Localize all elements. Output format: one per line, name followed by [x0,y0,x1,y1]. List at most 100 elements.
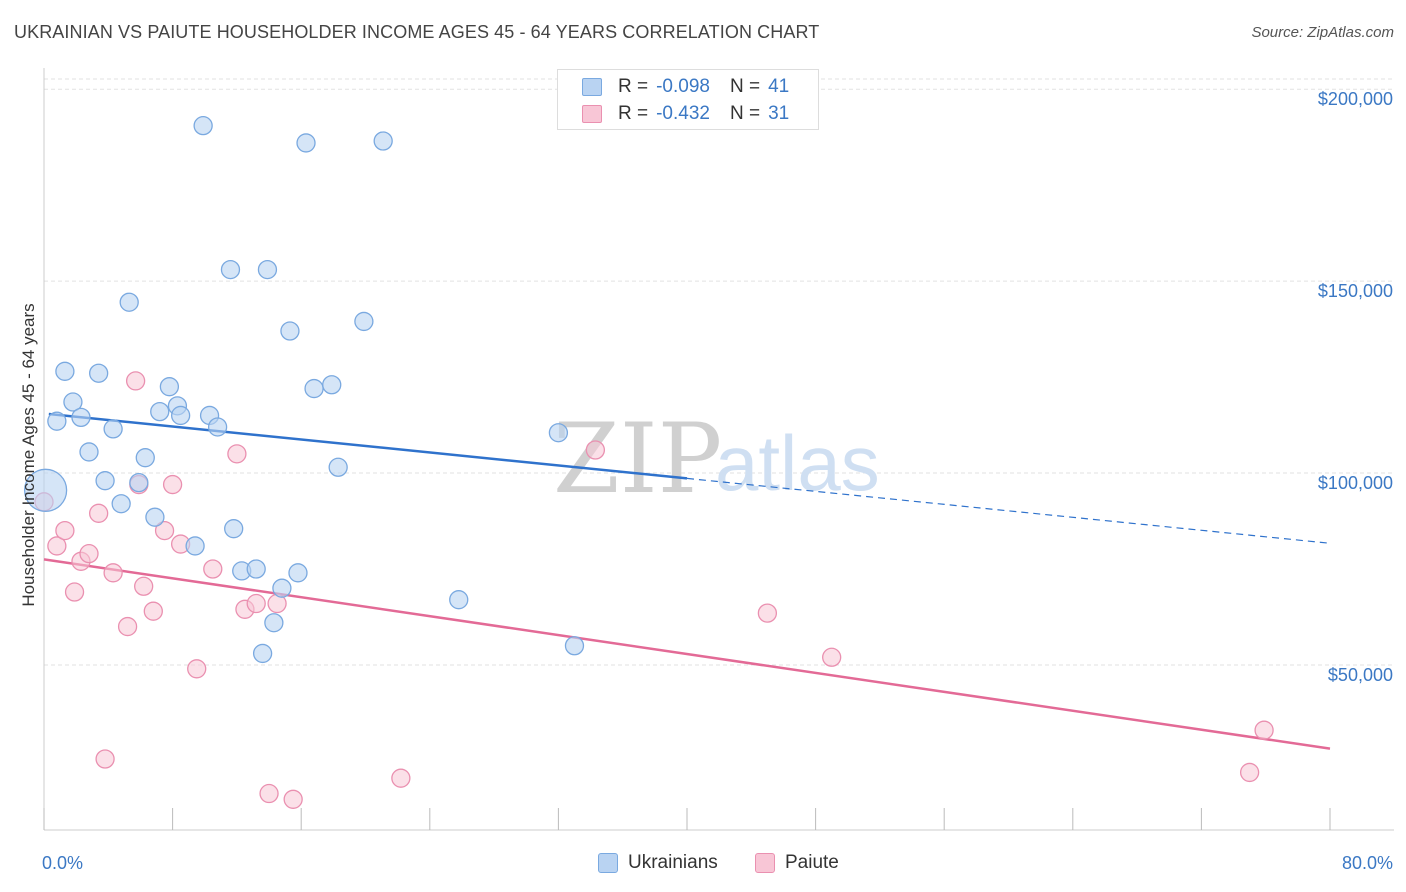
labels-layer: $50,000 $100,000 $150,000 $200,000 0.0% 80.0%… [19,89,1393,873]
points-layer [23,116,1274,809]
paiute-point [64,582,85,602]
ukrainians-point [159,377,180,397]
ukrainians-point [23,468,68,512]
paiute-point [187,659,207,679]
legend-label-paiute: Paiute [785,852,839,873]
legend-n-label: N = [729,103,761,124]
paiute-point [1239,762,1260,783]
ukrainians-point [252,643,273,664]
paiute-point [246,593,266,614]
ukrainians-point [150,401,170,422]
ukrainians-trend-line [48,412,688,480]
paiute-point [95,749,115,769]
watermark: ZIP atlas [553,403,880,515]
paiute-point [822,647,842,667]
ukrainians-point [145,507,165,527]
ukrainians-point [47,411,67,431]
ukrainians-point [71,407,91,428]
ukrainians-point [135,448,155,468]
ukrainians-point [264,613,284,633]
ukrainians-point [304,378,324,399]
paiute-point [143,601,163,621]
legend-n-value: 31 [768,103,790,124]
ukrainians-point [170,405,191,426]
ukrainians-point [185,536,205,556]
paiute-point [117,616,138,637]
y-tick-label: $150,000 [1318,281,1393,301]
chart-source: Source: ZipAtlas.com [1251,24,1394,41]
ukrainians-point [373,131,393,151]
ukrainians-point [95,471,115,491]
paiute-legend-swatch [755,853,775,873]
ukrainians-point [564,636,585,656]
trend-layer [43,412,1331,750]
ukrainians-point [63,392,83,412]
watermark-zip: ZIP [553,403,722,515]
ukrainians-point [280,321,300,341]
paiute-point [757,603,778,623]
paiute-point [55,520,75,541]
legend-item-paiute[interactable]: Paiute [755,852,839,874]
x-tick-label: 0.0% [42,853,83,873]
legend-n-value: 41 [768,76,790,97]
ukrainians-point [119,292,139,312]
ukrainians-point [111,494,131,514]
ukrainians-point [354,311,374,332]
legend-r-label: R = [618,103,649,124]
paiute-point [47,536,67,556]
paiute-point [125,371,146,391]
paiute-point [79,543,99,564]
legend-row-ukrainians: R = -0.098 N = 41 [582,76,789,98]
ukrainians-point [449,590,469,610]
series-legend: Ukrainians Paiute [0,852,1406,876]
paiute-swatch [582,105,602,123]
ukrainians-point [288,563,308,583]
y-tick-label: $200,000 [1318,89,1393,109]
ukrainians-point [193,116,213,136]
ukrainians-point [257,259,278,280]
legend-n-label: N = [729,76,761,97]
paiute-point [585,440,606,460]
ukrainians-point [328,457,348,477]
paiute-point [1254,720,1274,740]
x-tick-label: 80.0% [1342,853,1393,873]
paiute-point [227,444,247,464]
stats-legend: R = -0.098 N = 41 R = -0.432 N = 31 [557,69,819,130]
ukrainians-point [207,417,228,437]
chart-title: UKRAINIAN VS PAIUTE HOUSEHOLDER INCOME A… [14,22,820,42]
y-tick-label: $50,000 [1328,665,1393,685]
ukrainians-point [55,361,75,381]
ukrainians-point [89,363,109,383]
paiute-point [283,789,303,809]
paiute-point [391,768,411,788]
ukrainians-point [272,578,292,598]
paiute-point [162,474,183,495]
axes-layer [43,68,1394,831]
ukrainians-point [224,519,244,539]
paiute-point [154,520,175,541]
ukrainians-trend-dashed [686,477,1331,544]
ukrainians-point [103,419,123,439]
paiute-point [259,783,279,804]
ukrainians-legend-swatch [598,853,618,873]
legend-item-ukrainians[interactable]: Ukrainians [598,852,718,874]
legend-r-value: -0.432 [656,103,710,124]
legend-row-paiute: R = -0.432 N = 31 [582,103,789,125]
paiute-trend-line [43,558,1331,750]
ukrainians-point [246,559,266,579]
ukrainians-point [548,423,569,443]
ukrainians-point [322,375,342,395]
ukrainians-point [220,259,241,280]
paiute-point [89,503,109,523]
legend-r-value: -0.098 [656,76,710,97]
watermark-atlas: atlas [715,419,880,507]
paiute-point [203,559,223,579]
ukrainians-point [79,442,99,462]
paiute-point [103,563,123,583]
legend-r-label: R = [618,76,649,97]
legend-label-ukrainians: Ukrainians [628,852,718,873]
ukrainians-point [129,472,149,493]
ukrainians-point [296,133,316,153]
y-tick-label: $100,000 [1318,473,1393,493]
